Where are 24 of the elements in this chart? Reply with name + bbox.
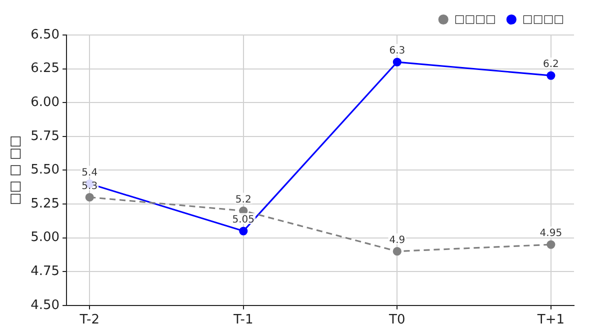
y-tick-label: 6.50 (30, 27, 60, 42)
y-tick-label: 5.75 (30, 128, 60, 144)
x-tick-label: T-2 (78, 312, 100, 328)
y-tick-label: 4.75 (30, 264, 60, 279)
data-label: 4.9 (389, 234, 406, 246)
y-tick-label: 5.00 (30, 230, 60, 246)
data-label: 6.3 (389, 46, 406, 57)
y-tick-label: 4.50 (30, 298, 60, 313)
y-tick-label: 5.25 (30, 196, 60, 212)
data-label: 5.05 (232, 214, 255, 226)
y-tick-label: 5.50 (30, 162, 60, 178)
legend-label: □□□□ (522, 12, 564, 26)
x-tick-label: T+1 (536, 312, 564, 328)
x-tick-label: T-1 (232, 312, 254, 328)
data-label: 5.2 (235, 194, 252, 206)
data-label: 6.2 (542, 59, 559, 70)
y-tick-label: 6.25 (30, 61, 60, 76)
data-label: 5.4 (82, 167, 98, 178)
x-tick-label: T0 (388, 312, 406, 328)
data-label: 4.95 (540, 228, 562, 240)
data-label: 5.3 (82, 180, 98, 192)
legend-label: □□□□ (454, 12, 496, 26)
y-tick-label: 6.00 (30, 94, 60, 110)
y-axis-title: □□ □ □□ (8, 135, 24, 206)
